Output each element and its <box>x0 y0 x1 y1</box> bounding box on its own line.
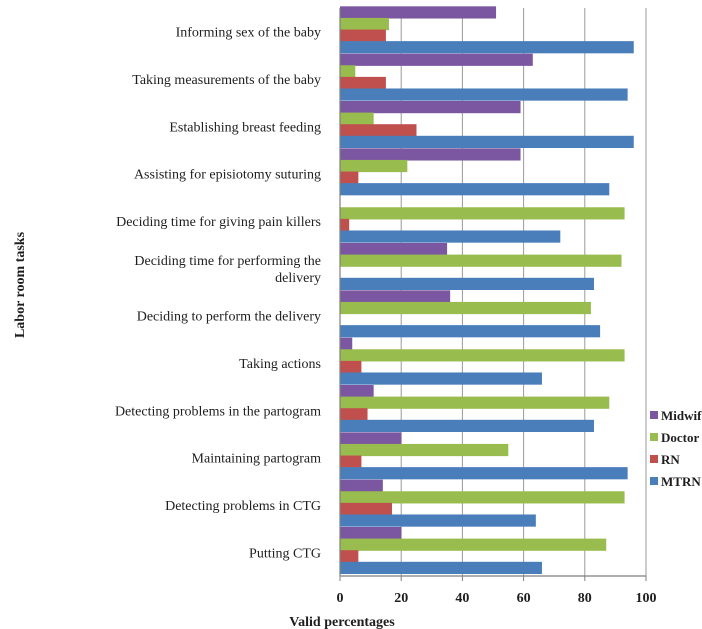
bar-mtrn-detecting-problems-in-the-partogram <box>340 419 594 432</box>
bar-rn-taking-measurements-of-the-baby <box>340 76 386 90</box>
legend-swatch <box>650 455 658 463</box>
category-label: Detecting problems in CTG <box>165 499 321 514</box>
bar-mtrn-deciding-to-perform-the-delivery <box>340 325 601 338</box>
x-tick-label: 40 <box>455 591 469 606</box>
bar-midwife-putting-ctg <box>340 527 402 540</box>
category-labels: Informing sex of the baby Taking measurem… <box>115 26 321 562</box>
legend-label: Doctor <box>661 430 699 445</box>
x-tick-label: 60 <box>517 591 531 606</box>
bar-doctor-putting-ctg <box>340 538 607 551</box>
bar-rn-maintaining-partogram <box>340 455 362 468</box>
bar-midwife-informing-sex-of-the-baby <box>340 6 497 19</box>
bar-doctor-deciding-to-perform-the-delivery <box>340 301 591 315</box>
legend-label: RN <box>661 452 680 467</box>
bars <box>340 6 634 574</box>
category-label: Informing sex of the baby <box>176 26 321 41</box>
bar-mtrn-informing-sex-of-the-baby <box>340 41 634 54</box>
x-axis-title: Valid percentages <box>289 615 395 629</box>
bar-midwife-deciding-time-for-performing-the-delivery <box>340 243 448 256</box>
legend-swatch <box>650 411 658 419</box>
category-label: Maintaining partogram <box>192 452 322 467</box>
legend-swatch <box>650 433 658 441</box>
category-label: Taking measurements of the baby <box>132 73 321 88</box>
category-label: Deciding time for giving pain killers <box>116 215 321 230</box>
bar-doctor-maintaining-partogram <box>340 443 509 457</box>
category-label: Detecting problems in the partogram <box>115 404 321 419</box>
x-tick-labels: 0 20 40 60 80 100 <box>337 591 657 606</box>
bar-doctor-assisting-for-episiotomy-suturing <box>340 159 408 173</box>
bar-mtrn-deciding-time-for-giving-pain-killers <box>340 230 561 243</box>
bar-mtrn-taking-measurements-of-the-baby <box>340 88 628 101</box>
legend-item-rn: RN <box>650 452 680 467</box>
category-label: Deciding to perform the delivery <box>137 310 321 325</box>
bar-doctor-deciding-time-for-giving-pain-killers <box>340 207 625 220</box>
legend-label: Midwife <box>661 408 702 423</box>
legend-item-midwife: Midwife <box>650 408 702 423</box>
bar-doctor-detecting-problems-in-ctg <box>340 491 625 504</box>
bar-doctor-detecting-problems-in-the-partogram <box>340 396 610 409</box>
bar-rn-detecting-problems-in-ctg <box>340 502 393 516</box>
bar-doctor-taking-measurements-of-the-baby <box>340 65 356 78</box>
bar-rn-deciding-time-for-giving-pain-killers <box>340 218 350 232</box>
category-label: Establishing breast feeding <box>169 120 321 135</box>
bar-rn-taking-actions <box>340 360 362 374</box>
bar-midwife-assisting-for-episiotomy-suturing <box>340 148 521 161</box>
bar-mtrn-putting-ctg <box>340 561 542 574</box>
legend-label: MTRN <box>661 474 701 489</box>
bar-mtrn-deciding-time-for-performing-the-delivery <box>340 277 594 290</box>
bar-midwife-detecting-problems-in-ctg <box>340 479 383 492</box>
bar-mtrn-detecting-problems-in-ctg <box>340 514 536 527</box>
bar-doctor-informing-sex-of-the-baby <box>340 17 389 31</box>
x-tick-label: 80 <box>578 591 592 606</box>
bar-midwife-deciding-to-perform-the-delivery <box>340 290 451 303</box>
bar-mtrn-assisting-for-episiotomy-suturing <box>340 183 610 196</box>
x-tick-label: 20 <box>394 591 408 606</box>
bar-rn-establishing-breast-feeding <box>340 124 417 137</box>
category-label: Deciding time for performing the delivery <box>134 254 321 286</box>
x-tick-label: 0 <box>337 591 344 606</box>
category-label: Taking actions <box>239 357 321 372</box>
x-tick-label: 100 <box>636 591 657 606</box>
bar-midwife-detecting-problems-in-the-partogram <box>340 385 374 398</box>
category-label: Putting CTG <box>249 546 321 561</box>
legend-item-mtrn: MTRN <box>650 474 701 489</box>
bar-midwife-taking-actions <box>340 337 353 350</box>
bar-mtrn-establishing-breast-feeding <box>340 135 634 148</box>
legend-item-doctor: Doctor <box>650 430 699 445</box>
bar-mtrn-taking-actions <box>340 372 542 385</box>
bar-rn-detecting-problems-in-the-partogram <box>340 408 368 421</box>
y-axis-title: Labor room tasks <box>13 231 28 338</box>
bar-midwife-establishing-breast-feeding <box>340 101 521 114</box>
bar-mtrn-maintaining-partogram <box>340 467 628 480</box>
axes <box>339 8 647 581</box>
bar-rn-putting-ctg <box>340 550 359 563</box>
bar-rn-informing-sex-of-the-baby <box>340 29 386 42</box>
bar-doctor-deciding-time-for-performing-the-delivery <box>340 254 622 267</box>
bar-rn-assisting-for-episiotomy-suturing <box>340 171 359 184</box>
legend: Midwife Doctor RN MTRN <box>650 408 702 489</box>
bar-doctor-taking-actions <box>340 349 625 362</box>
bar-midwife-maintaining-partogram <box>340 432 402 445</box>
category-label: Assisting for episiotomy suturing <box>134 168 321 183</box>
bar-midwife-taking-measurements-of-the-baby <box>340 53 533 66</box>
bar-doctor-establishing-breast-feeding <box>340 112 374 125</box>
legend-swatch <box>650 477 658 485</box>
